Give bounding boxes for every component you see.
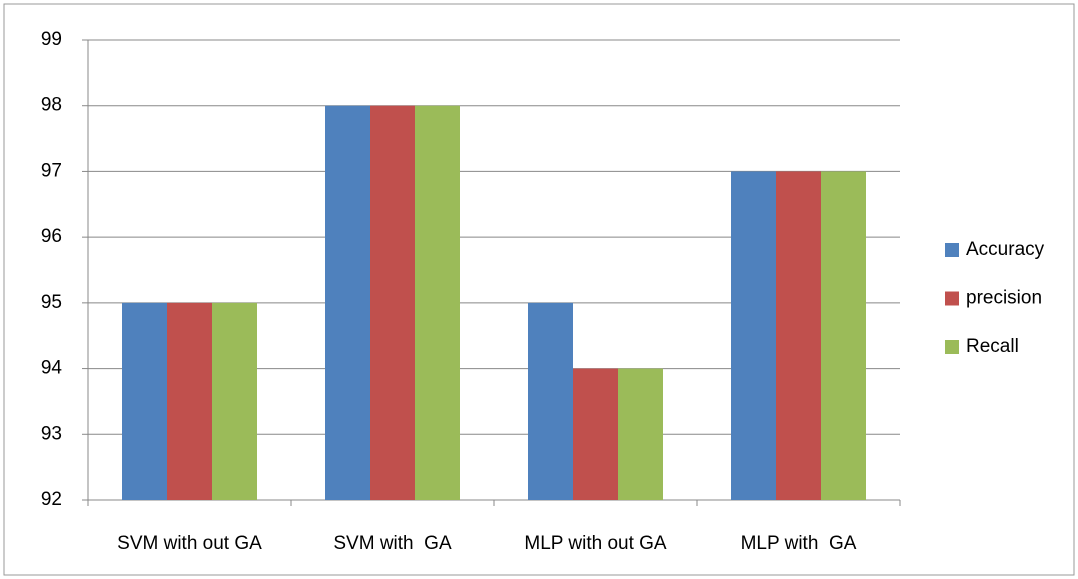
y-tick-label: 94 [41, 358, 63, 379]
x-tick-label: SVM with GA [333, 533, 452, 554]
bar [122, 302, 167, 500]
legend-label: Recall [966, 336, 1019, 357]
y-tick-label: 96 [41, 226, 62, 247]
legend-label: Accuracy [966, 239, 1045, 260]
bar [370, 105, 415, 500]
x-tick-label: MLP with out GA [524, 533, 667, 554]
bar [618, 368, 663, 500]
bar [212, 302, 257, 500]
bar [821, 171, 866, 500]
y-tick-label: 93 [41, 423, 62, 444]
legend-swatch [945, 340, 959, 354]
x-tick-label: MLP with GA [741, 533, 857, 554]
legend-swatch [945, 291, 959, 306]
y-tick-label: 99 [41, 29, 62, 50]
x-tick-label: SVM with out GA [117, 533, 262, 554]
bar [167, 302, 212, 500]
bar [415, 105, 460, 500]
bar [731, 171, 776, 500]
y-tick-label: 97 [41, 160, 62, 181]
bar [325, 105, 370, 500]
y-tick-label: 95 [41, 292, 62, 313]
bar [528, 302, 573, 500]
y-tick-label: 98 [41, 95, 62, 116]
legend-label: precision [966, 288, 1042, 309]
y-tick-label: 92 [41, 489, 62, 510]
bar [573, 368, 618, 500]
legend-swatch [945, 243, 959, 257]
bar [776, 171, 821, 500]
